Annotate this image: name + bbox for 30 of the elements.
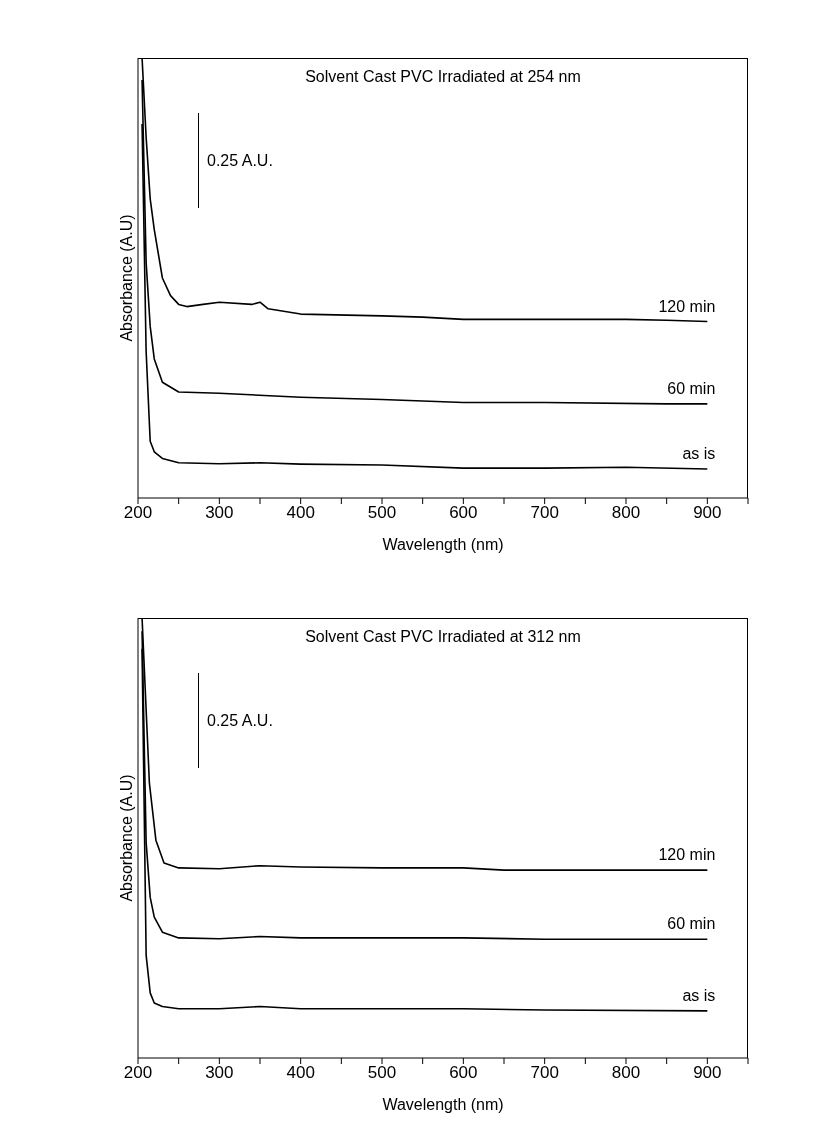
x-tick-label: 800 xyxy=(611,503,641,523)
x-tick-label: 200 xyxy=(123,503,153,523)
x-tick-label: 600 xyxy=(449,503,478,523)
x-tick-label: 700 xyxy=(530,1063,559,1083)
x-axis-title: Wavelength (nm) xyxy=(382,1096,504,1113)
x-tick-label: 700 xyxy=(530,503,559,523)
series-label: 60 min xyxy=(667,379,716,397)
text: Solvent Cast PVC Irradiated at 254 nm xyxy=(304,68,582,86)
x-tick-label: 400 xyxy=(286,503,315,523)
x-tick-label: 300 xyxy=(205,1063,234,1083)
x-tick-label: 500 xyxy=(367,1063,397,1083)
series-label: 120 min xyxy=(658,297,716,315)
x-tick-label: 600 xyxy=(449,1063,478,1083)
x-axis-title: Wavelength (nm) xyxy=(382,536,504,553)
text: Solvent Cast PVC Irradiated at 312 nm xyxy=(304,628,582,646)
annotation: 0.25 A.U. xyxy=(207,151,273,170)
x-tick-label: 800 xyxy=(611,1063,641,1083)
x-tick-label: 200 xyxy=(123,1063,153,1083)
x-tick-label: 400 xyxy=(286,1063,315,1083)
y-axis-title: Absorbance (A.U) xyxy=(117,774,135,902)
x-tick-label: 300 xyxy=(205,503,234,523)
y-axis-title: Absorbance (A.U) xyxy=(117,214,135,342)
x-tick-label: 900 xyxy=(693,503,722,523)
annotation: 0.25 A.U. xyxy=(207,711,273,730)
series-label: 120 min xyxy=(658,846,716,864)
series-label: 60 min xyxy=(667,915,716,933)
x-tick-label: 900 xyxy=(693,1063,722,1083)
x-tick-label: 500 xyxy=(367,503,397,523)
series-label: as is xyxy=(682,444,716,462)
series-label: as is xyxy=(682,986,716,1004)
